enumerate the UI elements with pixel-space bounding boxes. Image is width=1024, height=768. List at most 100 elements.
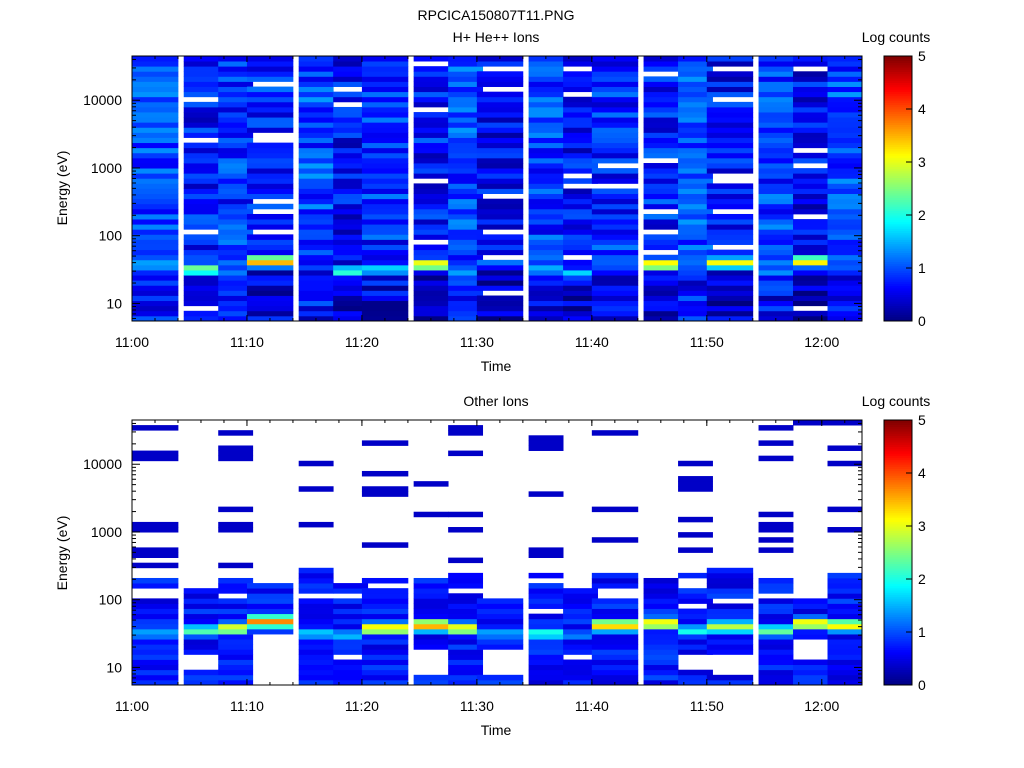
heatmap-cell [361,152,409,159]
heatmap-cell [218,163,254,169]
heatmap-cell [678,66,713,72]
heatmap-cell [528,270,564,276]
heatmap-cell [298,142,334,149]
heatmap-cell [448,96,484,103]
colorbar-swatch [884,181,912,185]
heatmap-cell [298,674,334,681]
heatmap-cell [183,142,219,149]
heatmap-cell [246,290,294,296]
heatmap-cell [528,61,564,67]
heatmap-cell [563,178,598,184]
colorbar-swatch [884,84,912,88]
colorbar-swatch [884,71,912,75]
heatmap-cell [827,445,863,451]
heatmap-cell [563,101,598,108]
heatmap-cell [528,132,564,138]
heatmap-cell [361,71,409,77]
heatmap-cell [563,219,598,225]
heatmap-cell [218,628,254,635]
heatmap-cell [361,239,409,245]
heatmap-cell [476,183,524,189]
heatmap-cell [218,203,254,210]
heatmap-cell [528,445,564,451]
panel-other-ions: Other Ions Log counts Time Energy (eV) 1… [54,393,930,738]
heatmap-cell [827,244,863,251]
colorbar-swatch [884,252,912,256]
heatmap-cell [448,224,484,230]
heatmap-cell [758,577,794,584]
heatmap-cell [706,249,754,256]
heatmap-cell [246,244,294,251]
colorbar-swatch [884,201,912,205]
heatmap-cell [706,132,754,138]
heatmap-cell [132,168,179,174]
heatmap-cell [413,280,449,286]
heatmap-cell [333,147,369,154]
heatmap-cell [827,649,863,655]
heatmap-cell [563,157,598,164]
heatmap-cell [476,71,524,77]
heatmap-cell [183,178,219,184]
heatmap-cell [678,86,713,93]
heatmap-cell [246,613,294,620]
heatmap-cell [246,623,294,630]
heatmap-cell [413,588,449,594]
heatmap-cell [476,295,524,302]
heatmap-cell [827,86,863,93]
colorbar-swatch [884,609,912,613]
heatmap-cell [413,623,449,630]
panel-h-he-ions: H+ He++ Ions Log counts Time Energy (eV)… [54,29,930,374]
heatmap-cell [528,623,564,630]
heatmap-cell [793,224,828,230]
heatmap-cell [793,122,828,128]
colorbar-swatch [884,208,912,212]
heatmap-cell [361,234,409,240]
heatmap-cell [528,285,564,291]
heatmap-cell [528,234,564,240]
heatmap-cell [132,188,179,194]
colorbar-swatch [884,190,912,194]
heatmap-cell [758,96,794,103]
heatmap-cell [758,295,794,302]
colorbar-swatch [884,442,912,445]
heatmap-cell [413,613,449,620]
heatmap-cell [413,193,449,200]
heatmap-cell [132,203,179,210]
heatmap-cell [678,476,713,482]
heatmap-cell [476,259,524,266]
heatmap-cell [183,270,219,276]
heatmap-cell [361,613,409,620]
heatmap-cell [678,219,713,225]
heatmap-cell [218,634,254,640]
heatmap-cell [591,188,639,194]
heatmap-cell [333,644,369,650]
heatmap-cell [758,608,794,615]
colorbar-swatch [884,627,912,631]
heatmap-cell [706,168,754,174]
panel-title: H+ He++ Ions [453,29,540,45]
colorbar-swatch [884,309,912,313]
colorbar-swatch [884,640,912,644]
heatmap-cell [563,86,598,93]
heatmap-cell [678,460,713,467]
heatmap-cell [706,117,754,123]
heatmap-cell [793,132,828,138]
heatmap-cell [132,142,179,149]
colorbar-swatch [884,95,912,99]
heatmap-cell [298,117,334,123]
heatmap-cell [218,280,254,286]
colorbar-swatch [884,534,912,538]
heatmap-cell [827,76,863,82]
heatmap-cell [563,203,598,210]
colorbar-swatch [884,464,912,467]
heatmap-cell [218,608,254,615]
colorbar-swatch [884,56,912,59]
heatmap-cell [183,61,219,67]
heatmap-cell [333,71,369,77]
heatmap-cell [298,61,334,67]
heatmap-cell [476,112,524,118]
heatmap-cell [361,91,409,98]
heatmap-cell [183,91,219,98]
heatmap-cell [827,588,863,594]
heatmap-cell [758,254,794,261]
